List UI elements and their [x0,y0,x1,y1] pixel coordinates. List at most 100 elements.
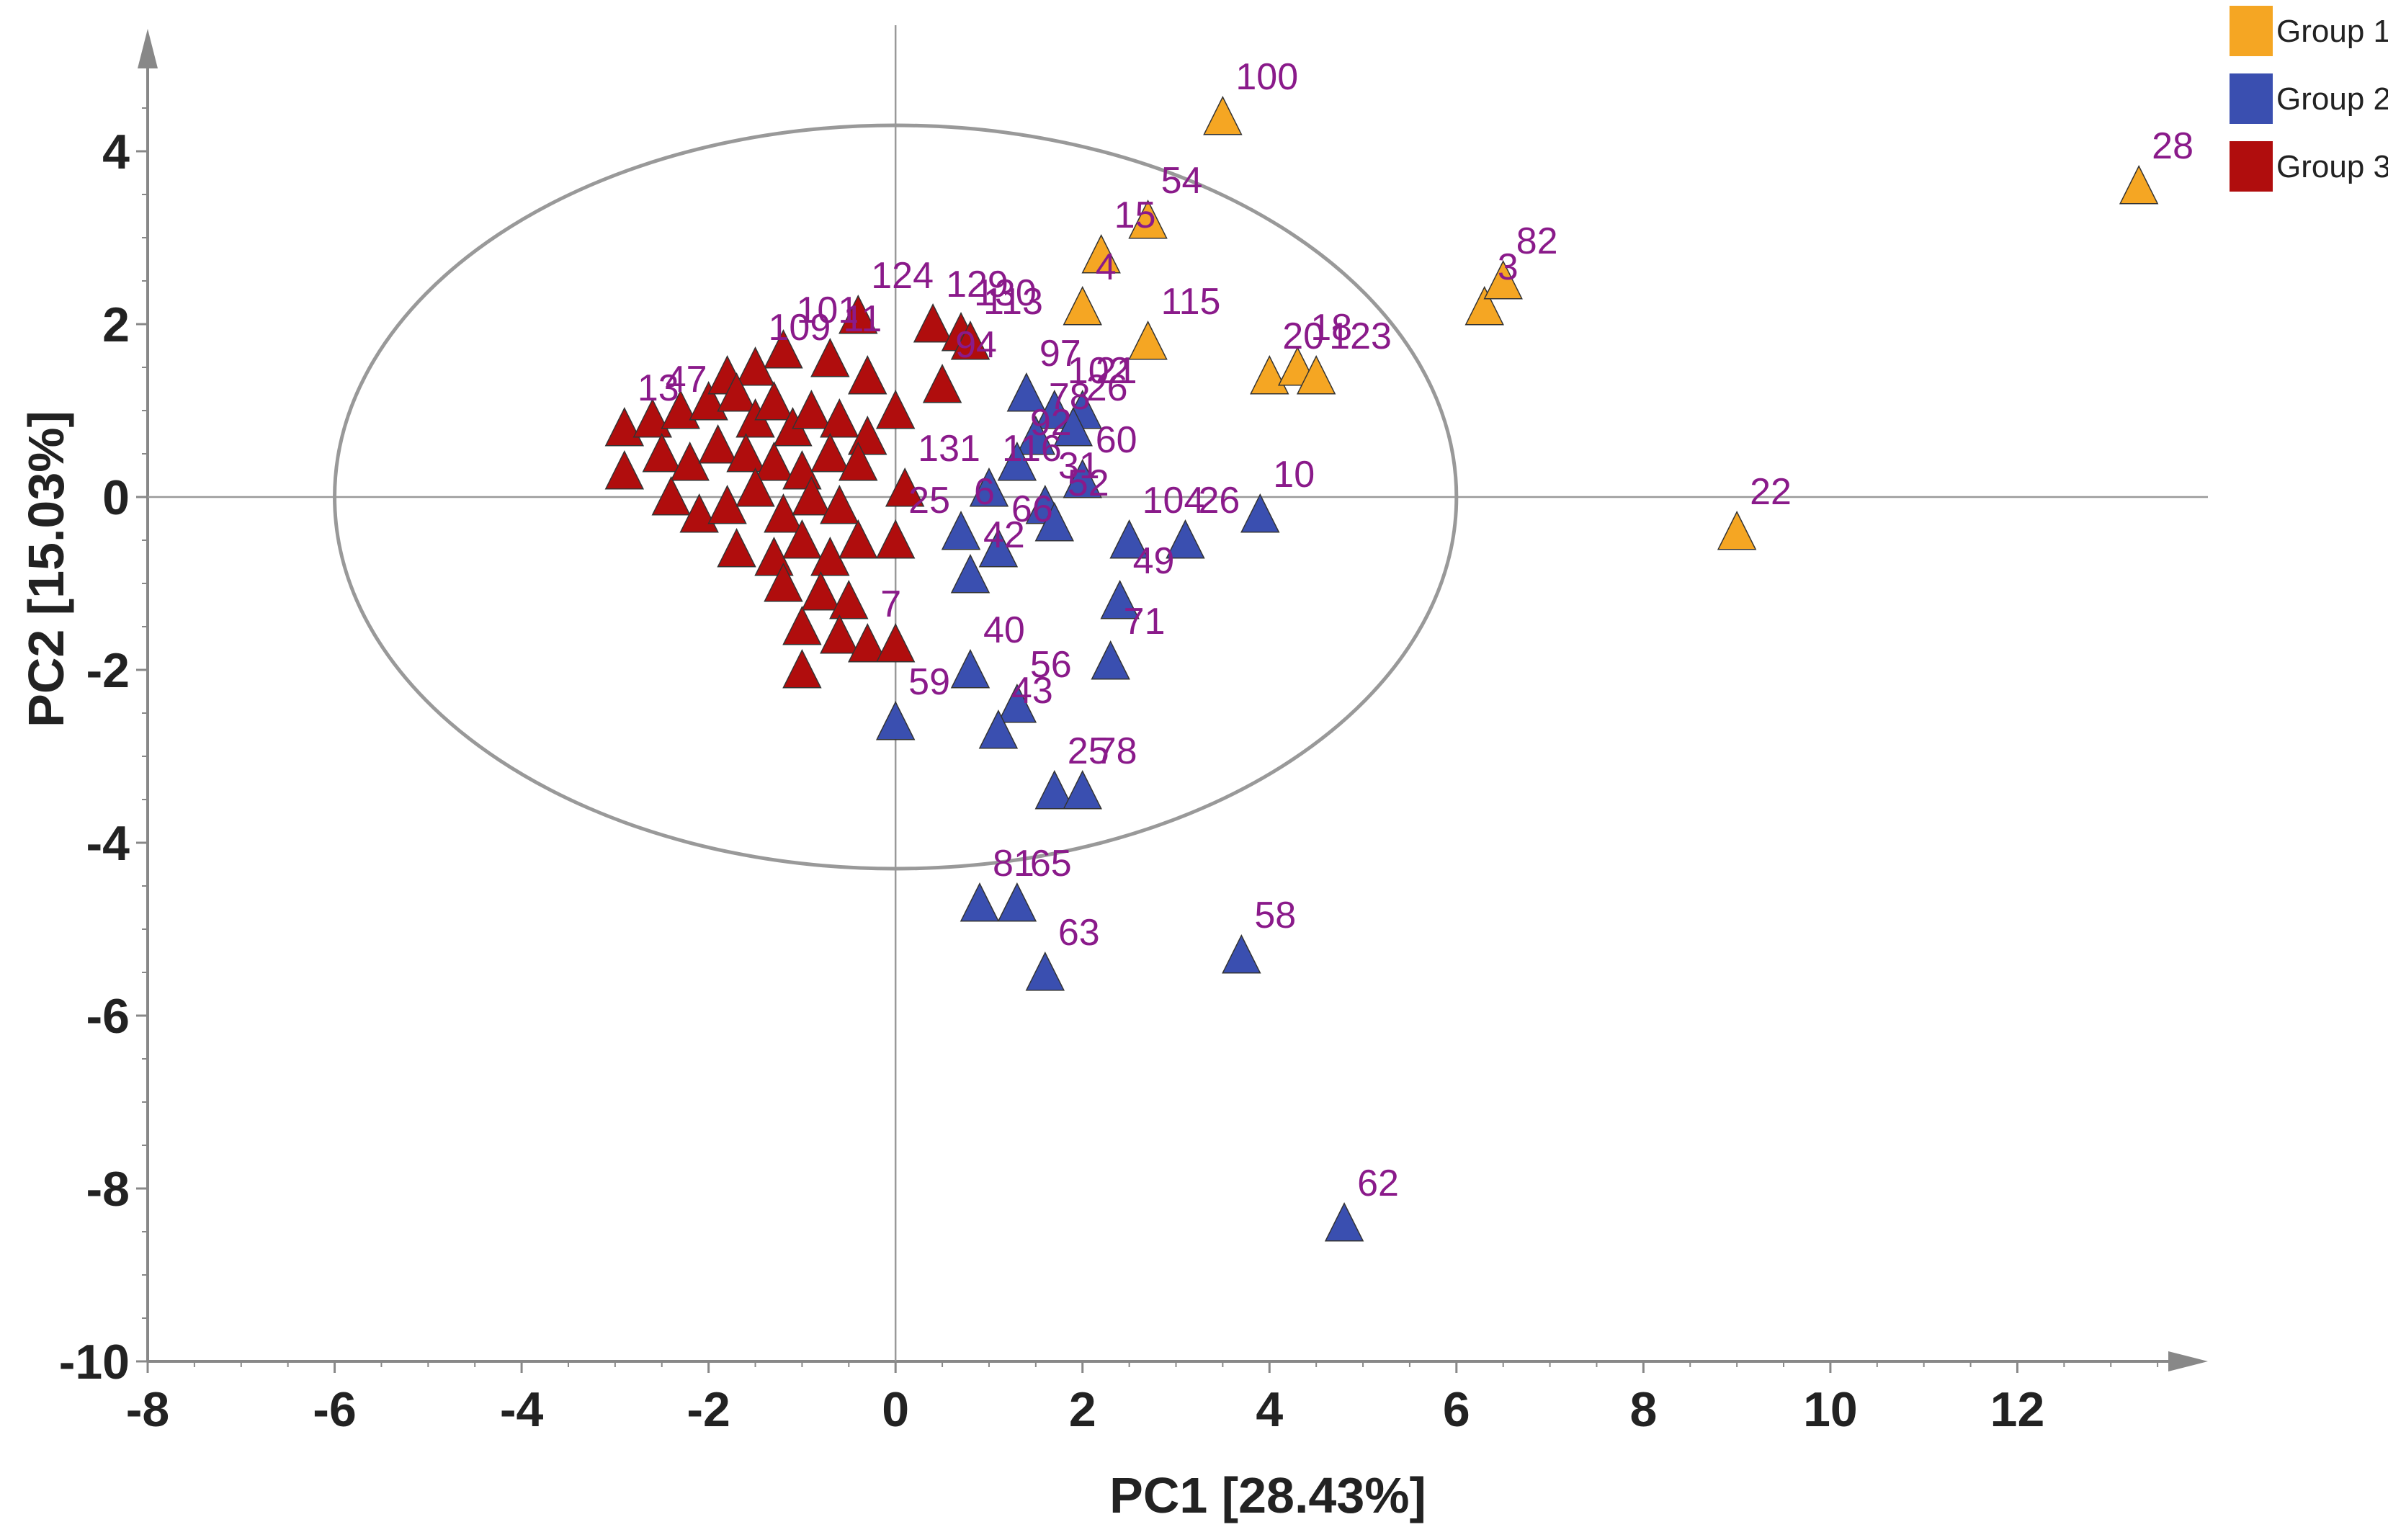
point-label: 94 [955,324,997,366]
point-label: 58 [1254,895,1296,936]
data-point-triangle [941,511,981,550]
point-label: 6 [974,471,995,513]
data-point-triangle [820,614,859,654]
y-tick-label: -2 [86,643,130,698]
x-tick-label: 10 [1803,1382,1858,1437]
data-point-triangle [726,433,766,473]
legend-swatch [2230,141,2273,192]
data-point-triangle [1464,286,1504,326]
data-point-triangle [997,442,1037,481]
x-tick-label: 6 [1443,1382,1470,1437]
point-label: 81 [993,843,1034,885]
point-label: 104 [1142,480,1205,521]
y-tick-label: 4 [102,125,130,179]
data-point-triangle [950,649,990,689]
data-point-triangle [820,485,859,524]
data-point-triangle [651,476,691,516]
y-axis-title: PC2 [15.03%] [18,411,74,728]
data-point-triangle [810,537,850,576]
data-point-triangle [717,372,756,412]
x-tick-label: -8 [126,1382,169,1437]
point-label: 25 [1068,730,1109,772]
point-label: 123 [1329,315,1392,357]
y-tick-label: 2 [102,297,130,352]
point-label: 56 [1030,644,1072,686]
x-tick-label: 12 [1990,1382,2045,1437]
legend-swatch [2230,6,2273,56]
point-label: 28 [2152,125,2194,167]
data-point-triangle [782,606,822,645]
data-point-triangle [801,571,841,611]
point-label: 42 [983,514,1025,556]
data-point-triangle [1025,952,1065,991]
point-label: 92 [1030,402,1072,444]
y-tick-label: 0 [102,470,130,525]
x-tick-label: -6 [313,1382,356,1437]
data-point-triangle [764,329,803,369]
data-point-triangle [875,519,916,559]
point-label: 116 [1002,428,1062,470]
point-label: 113 [983,281,1043,323]
data-point-triangle [1483,260,1523,300]
point-label: 43 [1011,670,1053,712]
point-label: 101 [796,290,859,331]
data-point-triangle [1016,416,1056,455]
point-label: 65 [1030,843,1072,885]
point-label: 78 [1049,376,1091,418]
data-point-triangle [839,519,878,559]
points-layer [604,96,2159,1242]
point-label: 47 [666,359,707,400]
data-point-triangle [1128,321,1168,360]
legend-label: Group 2 [2276,81,2388,117]
point-label: 4 [1096,246,1117,288]
data-point-triangle [1034,770,1075,810]
data-point-triangle [707,485,747,524]
point-label: 25 [908,480,950,521]
data-point-triangle [1240,493,1280,533]
data-point-triangle [1063,459,1102,498]
data-point-triangle [885,467,925,507]
legend-swatch [2230,73,2273,124]
data-point-triangle [1324,1202,1364,1242]
data-point-triangle [950,321,990,360]
data-point-triangle [1717,511,1757,550]
point-label: 18 [1310,307,1352,349]
point-label: 62 [1357,1163,1399,1204]
point-label: 82 [1516,220,1558,262]
y-tick-label: -8 [86,1162,130,1217]
data-point-triangle [764,493,803,533]
point-label: 54 [1161,160,1203,202]
data-point-triangle [950,554,990,594]
data-point-triangle [604,407,645,447]
legend-label: Group 1 [2276,14,2388,49]
data-point-triangle [1128,200,1168,239]
data-point-triangle [735,346,775,386]
point-label: 10 [1273,454,1315,496]
point-label: 7 [880,583,901,625]
point-label: 52 [1068,462,1109,504]
data-point-triangle [839,442,878,481]
point-label: 66 [1011,488,1053,530]
data-point-triangle [1203,96,1243,135]
point-label: 102 [1068,350,1130,392]
data-point-triangle [1166,519,1205,559]
data-point-triangle [810,433,850,473]
data-point-triangle [875,623,916,663]
data-point-triangle [1063,770,1102,810]
data-point-triangle [1053,407,1093,447]
data-point-triangle [875,701,916,740]
data-point-triangle [1063,286,1102,326]
legend: Group 1 Group 2 Group 3 [2230,6,2388,192]
point-label: 124 [871,255,934,297]
point-label: 100 [1235,56,1298,98]
data-point-triangle [792,476,831,516]
data-point-triangle [1109,519,1149,559]
x-axis-arrow [2168,1351,2208,1371]
legend-label: Group 3 [2276,149,2388,184]
data-point-triangle [782,519,822,559]
point-label: 20 [1282,315,1324,357]
data-point-triangle [792,390,831,429]
